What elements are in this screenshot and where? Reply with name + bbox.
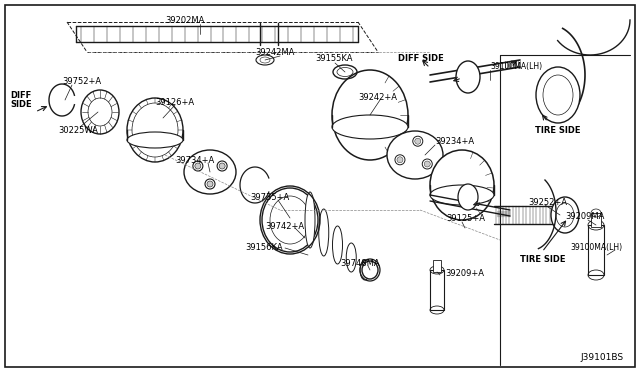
Text: 39100MA(LH): 39100MA(LH) [570,243,622,251]
Text: 39209+A: 39209+A [445,269,484,279]
Ellipse shape [81,90,119,134]
Text: 39752+A: 39752+A [62,77,101,86]
Text: 39242MA: 39242MA [255,48,294,57]
Ellipse shape [424,161,430,167]
Text: 39734+A: 39734+A [175,155,214,164]
Ellipse shape [195,163,201,169]
Bar [430,270,444,310]
Text: TIRE SIDE: TIRE SIDE [520,256,566,264]
Text: 30225WA: 30225WA [58,125,98,135]
Ellipse shape [346,243,356,272]
Ellipse shape [333,226,342,264]
Text: DIFF: DIFF [10,90,31,99]
Text: 39125+A: 39125+A [446,214,485,222]
Ellipse shape [536,67,580,123]
Ellipse shape [127,132,183,148]
Ellipse shape [458,184,478,210]
Ellipse shape [332,70,408,160]
Ellipse shape [551,197,579,233]
Text: 39126+A: 39126+A [155,97,194,106]
Ellipse shape [397,157,403,163]
Text: 39242+A: 39242+A [358,93,397,102]
Text: 39234+A: 39234+A [435,137,474,145]
Text: 39742+A: 39742+A [265,221,304,231]
Text: 39209MA: 39209MA [565,212,604,221]
Ellipse shape [319,209,329,256]
Ellipse shape [184,150,236,194]
Text: J39101BS: J39101BS [580,353,623,362]
Text: TIRE SIDE: TIRE SIDE [535,125,580,135]
Text: 39100MA(LH): 39100MA(LH) [490,61,542,71]
Text: 39735+A: 39735+A [250,192,289,202]
Ellipse shape [395,155,405,165]
Ellipse shape [362,261,378,279]
Text: 39748MA: 39748MA [340,260,380,269]
Ellipse shape [415,138,420,144]
Text: 39156KA: 39156KA [245,243,283,251]
Ellipse shape [387,131,443,179]
Bar [588,225,604,275]
Ellipse shape [360,260,370,280]
Text: 39155KA: 39155KA [315,54,353,62]
Ellipse shape [430,185,494,205]
Text: DIFF SIDE: DIFF SIDE [398,54,444,62]
Ellipse shape [207,181,213,187]
Ellipse shape [332,115,408,139]
Text: SIDE: SIDE [10,99,31,109]
Text: 39202MA: 39202MA [165,16,204,25]
Bar [591,213,601,227]
Ellipse shape [205,179,215,189]
Ellipse shape [193,161,203,171]
Ellipse shape [219,163,225,169]
Ellipse shape [456,61,480,93]
Ellipse shape [305,192,315,248]
Ellipse shape [422,159,432,169]
Ellipse shape [217,161,227,171]
Ellipse shape [413,136,423,146]
Bar [433,260,441,272]
Ellipse shape [430,150,494,220]
Text: 39252+A: 39252+A [528,198,567,206]
Ellipse shape [262,188,318,252]
Ellipse shape [127,98,183,162]
